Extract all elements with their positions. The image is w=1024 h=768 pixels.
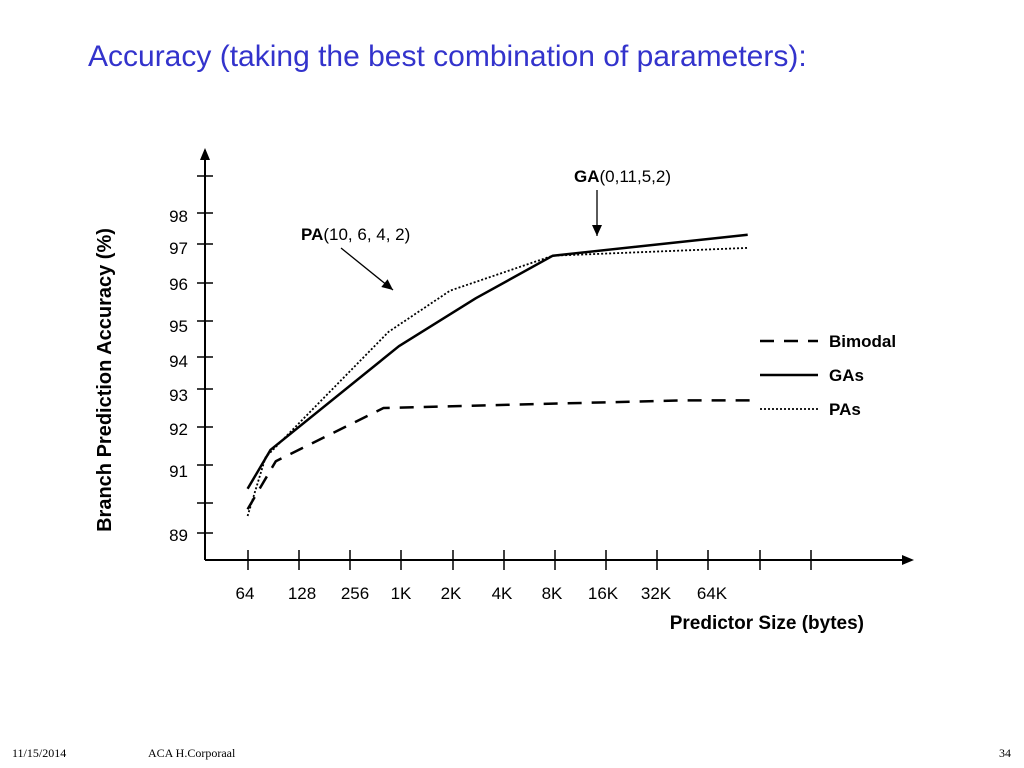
- x-tick-label: 8K: [542, 584, 563, 603]
- x-tick-label: 1K: [391, 584, 412, 603]
- series-line-bimodal: [246, 399, 753, 510]
- annotations: GA(0,11,5,2) PA(10, 6, 4, 2): [301, 167, 671, 291]
- axes: [200, 148, 914, 565]
- y-axis-label: Branch Prediction Accuracy (%): [94, 228, 116, 532]
- y-tick-label: 97: [169, 239, 188, 258]
- y-tick-label: 91: [169, 462, 188, 481]
- footer-page-number: 34: [999, 746, 1011, 760]
- slide-title: Accuracy (taking the best combination of…: [88, 40, 807, 73]
- y-tick-label: 95: [169, 317, 188, 336]
- legend-label-pas: PAs: [829, 400, 861, 419]
- x-tick-label: 2K: [441, 584, 462, 603]
- y-ticks: 98 97 96 95 94 93 92 91 89: [169, 175, 213, 545]
- series-line-gas: [246, 233, 748, 490]
- annotation-arrow: [340, 247, 394, 291]
- x-ticks: 64 128 256 1K 2K 4K 8K 16K 32K 64K: [236, 550, 812, 603]
- footer-date: 11/15/2014: [12, 746, 67, 760]
- x-tick-label: 64K: [697, 584, 728, 603]
- x-tick-label: 32K: [641, 584, 672, 603]
- series-line-pas: [246, 247, 748, 517]
- x-tick-label: 256: [341, 584, 369, 603]
- x-tick-label: 4K: [492, 584, 513, 603]
- y-tick-label: 94: [169, 352, 188, 371]
- legend-label-bimodal: Bimodal: [829, 332, 896, 351]
- y-tick-label: 93: [169, 386, 188, 405]
- y-tick-label: 96: [169, 275, 188, 294]
- legend: Bimodal GAs PAs: [760, 332, 896, 419]
- y-tick-label: 98: [169, 207, 188, 226]
- series: [246, 233, 753, 517]
- x-tick-label: 16K: [588, 584, 619, 603]
- annotation-arrowhead: [592, 225, 602, 236]
- annotation-ga: GA(0,11,5,2): [574, 167, 671, 186]
- annotation-pa: PA(10, 6, 4, 2): [301, 225, 410, 244]
- x-tick-label: 64: [236, 584, 255, 603]
- y-tick-label: 89: [169, 526, 188, 545]
- footer-author: ACA H.Corporaal: [148, 746, 236, 760]
- x-axis-label: Predictor Size (bytes): [670, 613, 864, 634]
- y-axis-arrow: [200, 148, 210, 160]
- legend-label-gas: GAs: [829, 366, 864, 385]
- y-tick-label: 92: [169, 420, 188, 439]
- annotation-arrowhead: [381, 279, 393, 290]
- x-axis-arrow: [902, 555, 914, 565]
- x-tick-label: 128: [288, 584, 316, 603]
